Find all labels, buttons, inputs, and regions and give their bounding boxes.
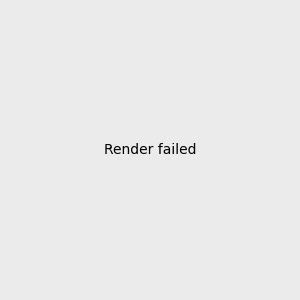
Text: Render failed: Render failed	[104, 143, 196, 157]
